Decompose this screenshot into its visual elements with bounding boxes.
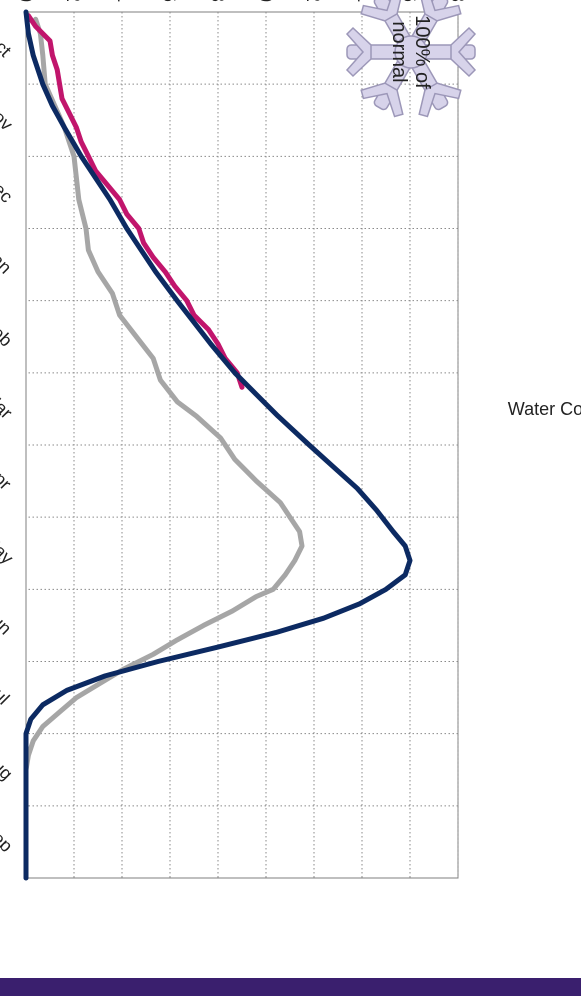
series-line-1 [25,13,245,390]
snowflake-branch [418,0,462,22]
x-tick-label: Jul [0,678,13,708]
x-tick-label: Jan [0,243,16,278]
series-line-0 [23,16,305,881]
snowflake-branch [345,26,372,78]
x-tick-label: Sep [0,819,17,856]
x-tick-label: Mar [0,387,16,423]
snowflake-badge: 100% of normal [345,0,477,118]
y-tick-label: 2 [62,0,84,2]
badge-text-line1: 100% of [411,15,433,89]
y-tick-label: 10 [254,0,276,2]
y-tick-label: 4 [110,0,132,2]
x-tick-label: Jun [0,604,16,639]
snowflake-branch [450,26,477,78]
gridlines [26,12,459,878]
x-tick-label: Aug [0,747,17,784]
x-tick-label: Dec [0,170,17,207]
y-tick-label: 0 [14,0,36,2]
y-tick-label: 16 [398,0,420,2]
y-tick-label: 18 [446,0,468,2]
rotated-chart: 0 2 4 6 8 10 12 14 16 18 Oct Nov Dec Jan Feb Mar Apr May J… [0,0,581,881]
x-tick-label: Apr [0,460,15,494]
x-tick-label: May [0,530,17,568]
y-tick-label: 12 [302,0,324,2]
bottom-color-bar [0,978,581,996]
axes: 0 2 4 6 8 10 12 14 16 18 Oct Nov Dec Jan Feb Mar Apr May J… [0,0,468,856]
series-line-2 [23,9,413,881]
snowflake-branch [418,82,462,118]
x-tick-label: Nov [0,98,17,135]
y-tick-label: 14 [350,0,372,2]
badge-text-line2: normal [388,21,410,82]
snowflake-branch [360,82,404,118]
y-tick-label: 6 [158,0,180,2]
series-layer [23,9,413,881]
snowflake-icon [345,0,477,118]
y-axis-title: Water Content (in) [508,399,581,419]
x-tick-label: Oct [0,27,15,61]
x-tick-label: Feb [0,314,16,350]
y-tick-label: 8 [206,0,228,2]
snowflake-core [394,35,428,69]
snowflake-branch [360,0,404,22]
